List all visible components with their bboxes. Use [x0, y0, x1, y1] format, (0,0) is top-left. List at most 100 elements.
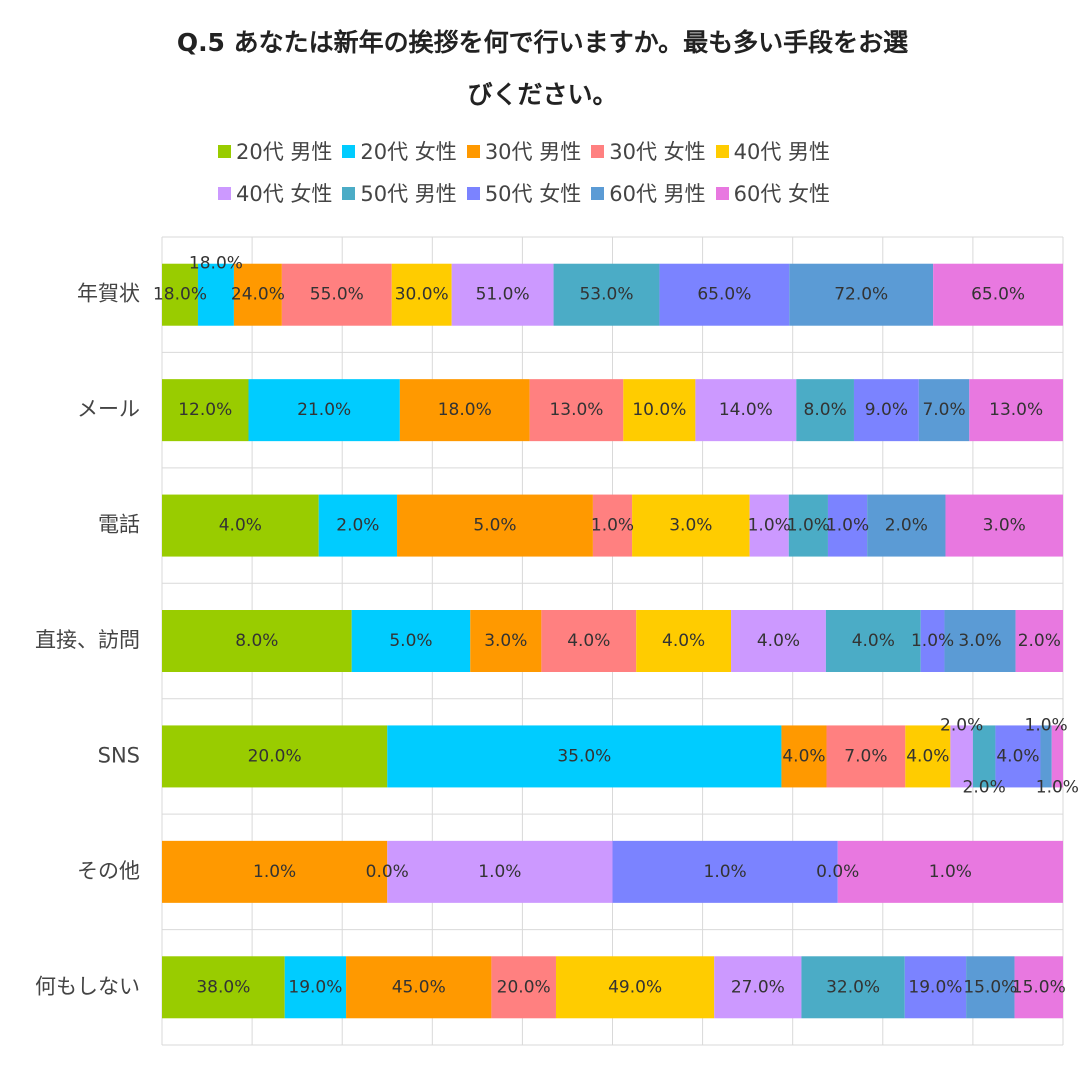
bar-segment — [749, 494, 789, 557]
data-label: 15.0% — [1012, 977, 1066, 997]
data-label: 38.0% — [196, 977, 250, 997]
data-label: 13.0% — [989, 400, 1043, 420]
bar-segment — [825, 610, 921, 672]
data-label: 49.0% — [608, 977, 662, 997]
bar-segment — [553, 263, 660, 326]
data-label: 24.0% — [231, 285, 285, 305]
legend-swatch — [715, 186, 729, 200]
data-label: 1.0% — [591, 516, 634, 536]
legend-swatch — [342, 186, 356, 200]
legend-item-50s-female: 50代 女性 — [466, 178, 581, 208]
bar-segment — [788, 494, 828, 557]
data-label: 53.0% — [579, 285, 633, 305]
data-label: 1.0% — [478, 862, 521, 882]
bar-segment — [162, 840, 388, 903]
bar-segment — [789, 263, 934, 326]
data-label: 1.0% — [911, 631, 954, 651]
bar-segment — [933, 263, 1063, 326]
data-label: 4.0% — [757, 631, 800, 651]
data-label: 19.0% — [288, 977, 342, 997]
bar-segment — [1014, 956, 1063, 1019]
data-label: 4.0% — [996, 746, 1039, 766]
bar-segment — [318, 494, 398, 557]
data-label: 1.0% — [929, 862, 972, 882]
data-label: 3.0% — [983, 516, 1026, 536]
data-label: 65.0% — [971, 285, 1025, 305]
bar-segment — [399, 379, 530, 442]
bar-segment — [904, 956, 967, 1019]
category-label: 何もしない — [35, 974, 140, 998]
data-label: 8.0% — [235, 631, 278, 651]
data-label: 7.0% — [844, 746, 887, 766]
bar-segment — [801, 956, 905, 1019]
bar-segment — [470, 610, 542, 672]
bar-segment — [837, 840, 1063, 903]
bar-segment — [197, 263, 234, 326]
data-label: 3.0% — [484, 631, 527, 651]
bar-segment — [781, 725, 827, 788]
bar-segment — [714, 956, 802, 1019]
bar-segment — [529, 379, 624, 442]
bar-segment — [284, 956, 347, 1019]
legend-swatch — [591, 144, 605, 158]
chart-title-line-1: Q.5 あなたは新年の挨拶を何で行いますか。最も多い手段をお選 — [176, 28, 909, 57]
data-label: 4.0% — [219, 516, 262, 536]
category-label: 年賀状 — [77, 282, 140, 306]
data-label: 35.0% — [557, 746, 611, 766]
legend-swatch — [342, 144, 356, 158]
category-label: 電話 — [98, 513, 140, 537]
data-label: 18.0% — [153, 285, 207, 305]
legend-swatch — [715, 144, 729, 158]
bar-segment — [796, 379, 854, 442]
bar-segment — [918, 379, 970, 442]
data-label: 3.0% — [958, 631, 1001, 651]
data-label: 20.0% — [248, 746, 302, 766]
bar-segment — [281, 263, 392, 326]
bar-segment — [541, 610, 637, 672]
bar-segment — [351, 610, 471, 672]
data-label: 15.0% — [963, 977, 1017, 997]
data-label: 10.0% — [632, 400, 686, 420]
data-label: 2.0% — [940, 715, 983, 735]
data-label: 32.0% — [826, 977, 880, 997]
data-label: 1.0% — [1025, 715, 1068, 735]
data-label: 1.0% — [704, 862, 747, 882]
legend-item-20s-male: 20代 男性 — [218, 136, 332, 166]
legend-item-40s-female: 40代 女性 — [218, 178, 332, 208]
bar-segment — [695, 379, 797, 442]
data-label: 4.0% — [662, 631, 705, 651]
data-label: 72.0% — [834, 285, 888, 305]
data-label: 19.0% — [908, 977, 962, 997]
legend-item-50s-male: 50代 男性 — [342, 178, 457, 208]
bar-segment — [1015, 610, 1063, 672]
bar-segment — [636, 610, 732, 672]
chart-title-line-2: びください。 — [467, 80, 618, 109]
data-label: 14.0% — [719, 400, 773, 420]
legend-row-2: 40代 女性 50代 男性 50代 女性 60代 男性 60代 女性 — [218, 172, 918, 214]
data-label: 1.0% — [748, 516, 791, 536]
bar-segment — [969, 379, 1063, 442]
data-label: 18.0% — [189, 254, 243, 274]
data-label: 1.0% — [826, 516, 869, 536]
bar-segment — [387, 725, 782, 788]
bar-segment — [945, 494, 1063, 557]
bar-segment — [827, 494, 868, 557]
legend-row-1: 20代 男性 20代 女性 30代 男性 30代 女性 40代 男性 — [218, 130, 918, 172]
data-label: 21.0% — [297, 400, 351, 420]
legend-swatch — [466, 186, 480, 200]
data-label: 4.0% — [567, 631, 610, 651]
data-label: 2.0% — [1018, 631, 1061, 651]
data-label: 2.0% — [885, 516, 928, 536]
bar-segment — [391, 263, 452, 326]
category-label: SNS — [98, 743, 140, 767]
bar-segment — [387, 840, 613, 903]
legend: 20代 男性 20代 女性 30代 男性 30代 女性 40代 男性 40代 女… — [218, 130, 918, 214]
bar-segment — [491, 956, 556, 1019]
bar-segment — [162, 610, 352, 672]
legend-item-20s-female: 20代 女性 — [342, 136, 457, 166]
category-label: メール — [77, 397, 140, 421]
bar-segment — [966, 956, 1015, 1019]
bar-segment — [972, 725, 996, 788]
bar-segment — [162, 379, 249, 442]
